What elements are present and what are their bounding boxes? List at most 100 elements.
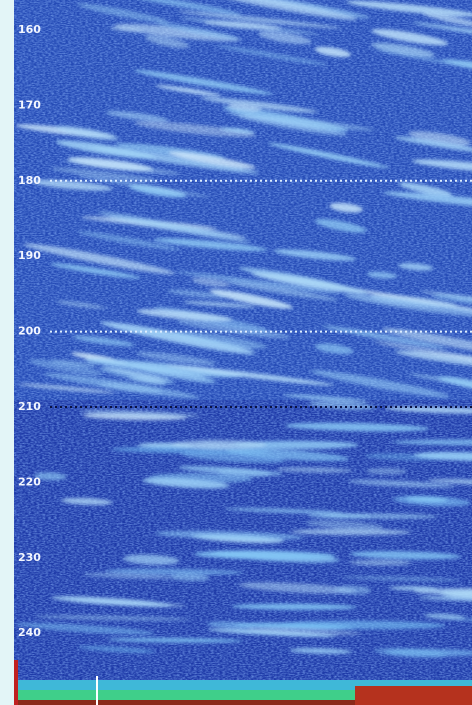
echo-streak xyxy=(127,376,167,385)
echo-streak xyxy=(55,125,119,141)
echo-streak xyxy=(273,249,356,261)
echo-streak xyxy=(411,159,472,174)
echo-streak xyxy=(371,42,435,57)
echo-streaks xyxy=(15,0,472,659)
echo-streak xyxy=(207,628,337,637)
depth-label: 210 xyxy=(18,400,41,413)
echo-streak xyxy=(227,104,261,112)
left-marker xyxy=(14,660,18,705)
echo-streak xyxy=(166,364,335,386)
echo-streak xyxy=(61,497,113,505)
echo-streak xyxy=(23,243,176,275)
echo-streak xyxy=(170,439,267,450)
echo-streak xyxy=(76,174,210,198)
echo-streak xyxy=(28,359,103,376)
echo-streak xyxy=(136,309,233,322)
echo-streak xyxy=(329,202,363,213)
echo-streak xyxy=(366,271,398,279)
echo-streak xyxy=(391,439,472,446)
echo-streak xyxy=(314,343,354,355)
echo-streak xyxy=(154,530,304,540)
echo-streak xyxy=(289,647,353,654)
echo-streak xyxy=(78,645,156,654)
echo-streak xyxy=(437,376,472,395)
echo-streak xyxy=(51,596,173,607)
echo-streak xyxy=(79,409,200,418)
echo-streak xyxy=(76,3,170,23)
echo-streak xyxy=(427,478,472,487)
echo-streak xyxy=(267,142,390,169)
echo-streak xyxy=(77,231,180,251)
bottom-bar-green xyxy=(14,690,355,700)
echo-streak xyxy=(349,559,412,566)
echo-streak xyxy=(15,622,156,635)
bottom-bar xyxy=(14,680,472,690)
echo-streak xyxy=(144,35,190,49)
echo-streak xyxy=(224,507,345,514)
echo-streak xyxy=(72,335,135,347)
depth-label: 170 xyxy=(18,98,41,111)
echo-streak xyxy=(104,568,244,575)
echo-streak xyxy=(181,451,286,464)
echo-streak xyxy=(67,157,154,171)
echo-streak xyxy=(349,551,461,560)
echo-streak xyxy=(314,46,352,58)
echo-streak xyxy=(226,448,350,462)
bottom-bar-red xyxy=(355,686,472,705)
echo-streak xyxy=(177,10,342,29)
echo-streak xyxy=(34,615,190,621)
echo-streak xyxy=(50,167,159,182)
echo-streak xyxy=(344,294,472,318)
echo-streak xyxy=(183,300,256,308)
echo-streak xyxy=(201,0,358,21)
echo-streak xyxy=(17,383,115,394)
echo-streak xyxy=(171,331,268,349)
echo-streak xyxy=(384,406,472,414)
echo-streak xyxy=(373,647,447,659)
echo-streak xyxy=(170,573,210,582)
echo-streak xyxy=(34,472,67,481)
echo-streak xyxy=(50,263,141,279)
echo-streak xyxy=(282,394,369,403)
echo-streak xyxy=(227,112,375,131)
echo-streak xyxy=(413,451,472,461)
echo-streak xyxy=(200,97,318,113)
echo-streak xyxy=(176,271,341,294)
echo-streak xyxy=(177,320,290,339)
echo-streak xyxy=(32,179,113,191)
echo-streak xyxy=(284,422,429,432)
echo-streak xyxy=(123,554,180,565)
echo-streak xyxy=(116,0,242,15)
echo-streak xyxy=(408,131,472,145)
echo-streak xyxy=(133,69,273,95)
echo-streak xyxy=(346,0,472,17)
depth-label: 160 xyxy=(18,23,41,36)
echo-streak xyxy=(290,528,412,536)
echo-streak xyxy=(142,477,230,489)
echo-streak xyxy=(177,465,283,476)
echo-streak xyxy=(383,191,472,211)
echo-streak xyxy=(258,31,312,45)
echo-streak xyxy=(398,263,434,271)
echo-streak xyxy=(321,325,447,349)
echo-streak xyxy=(136,351,217,366)
echo-streak xyxy=(394,136,472,153)
echo-streak xyxy=(96,211,251,243)
echo-streak xyxy=(55,300,106,309)
echo-streak xyxy=(105,110,169,122)
echo-streak xyxy=(134,121,256,137)
echo-streak xyxy=(310,370,450,398)
depth-label: 220 xyxy=(18,475,41,488)
echo-streak xyxy=(246,627,362,636)
echo-streak xyxy=(347,479,456,488)
echo-streak xyxy=(334,585,372,595)
echo-streak xyxy=(423,613,465,620)
echo-streak xyxy=(194,550,336,560)
echo-streak xyxy=(216,45,328,66)
echo-streak xyxy=(114,23,241,42)
echo-streak xyxy=(432,294,472,312)
echo-streak xyxy=(276,467,353,473)
depth-label: 240 xyxy=(18,626,41,639)
